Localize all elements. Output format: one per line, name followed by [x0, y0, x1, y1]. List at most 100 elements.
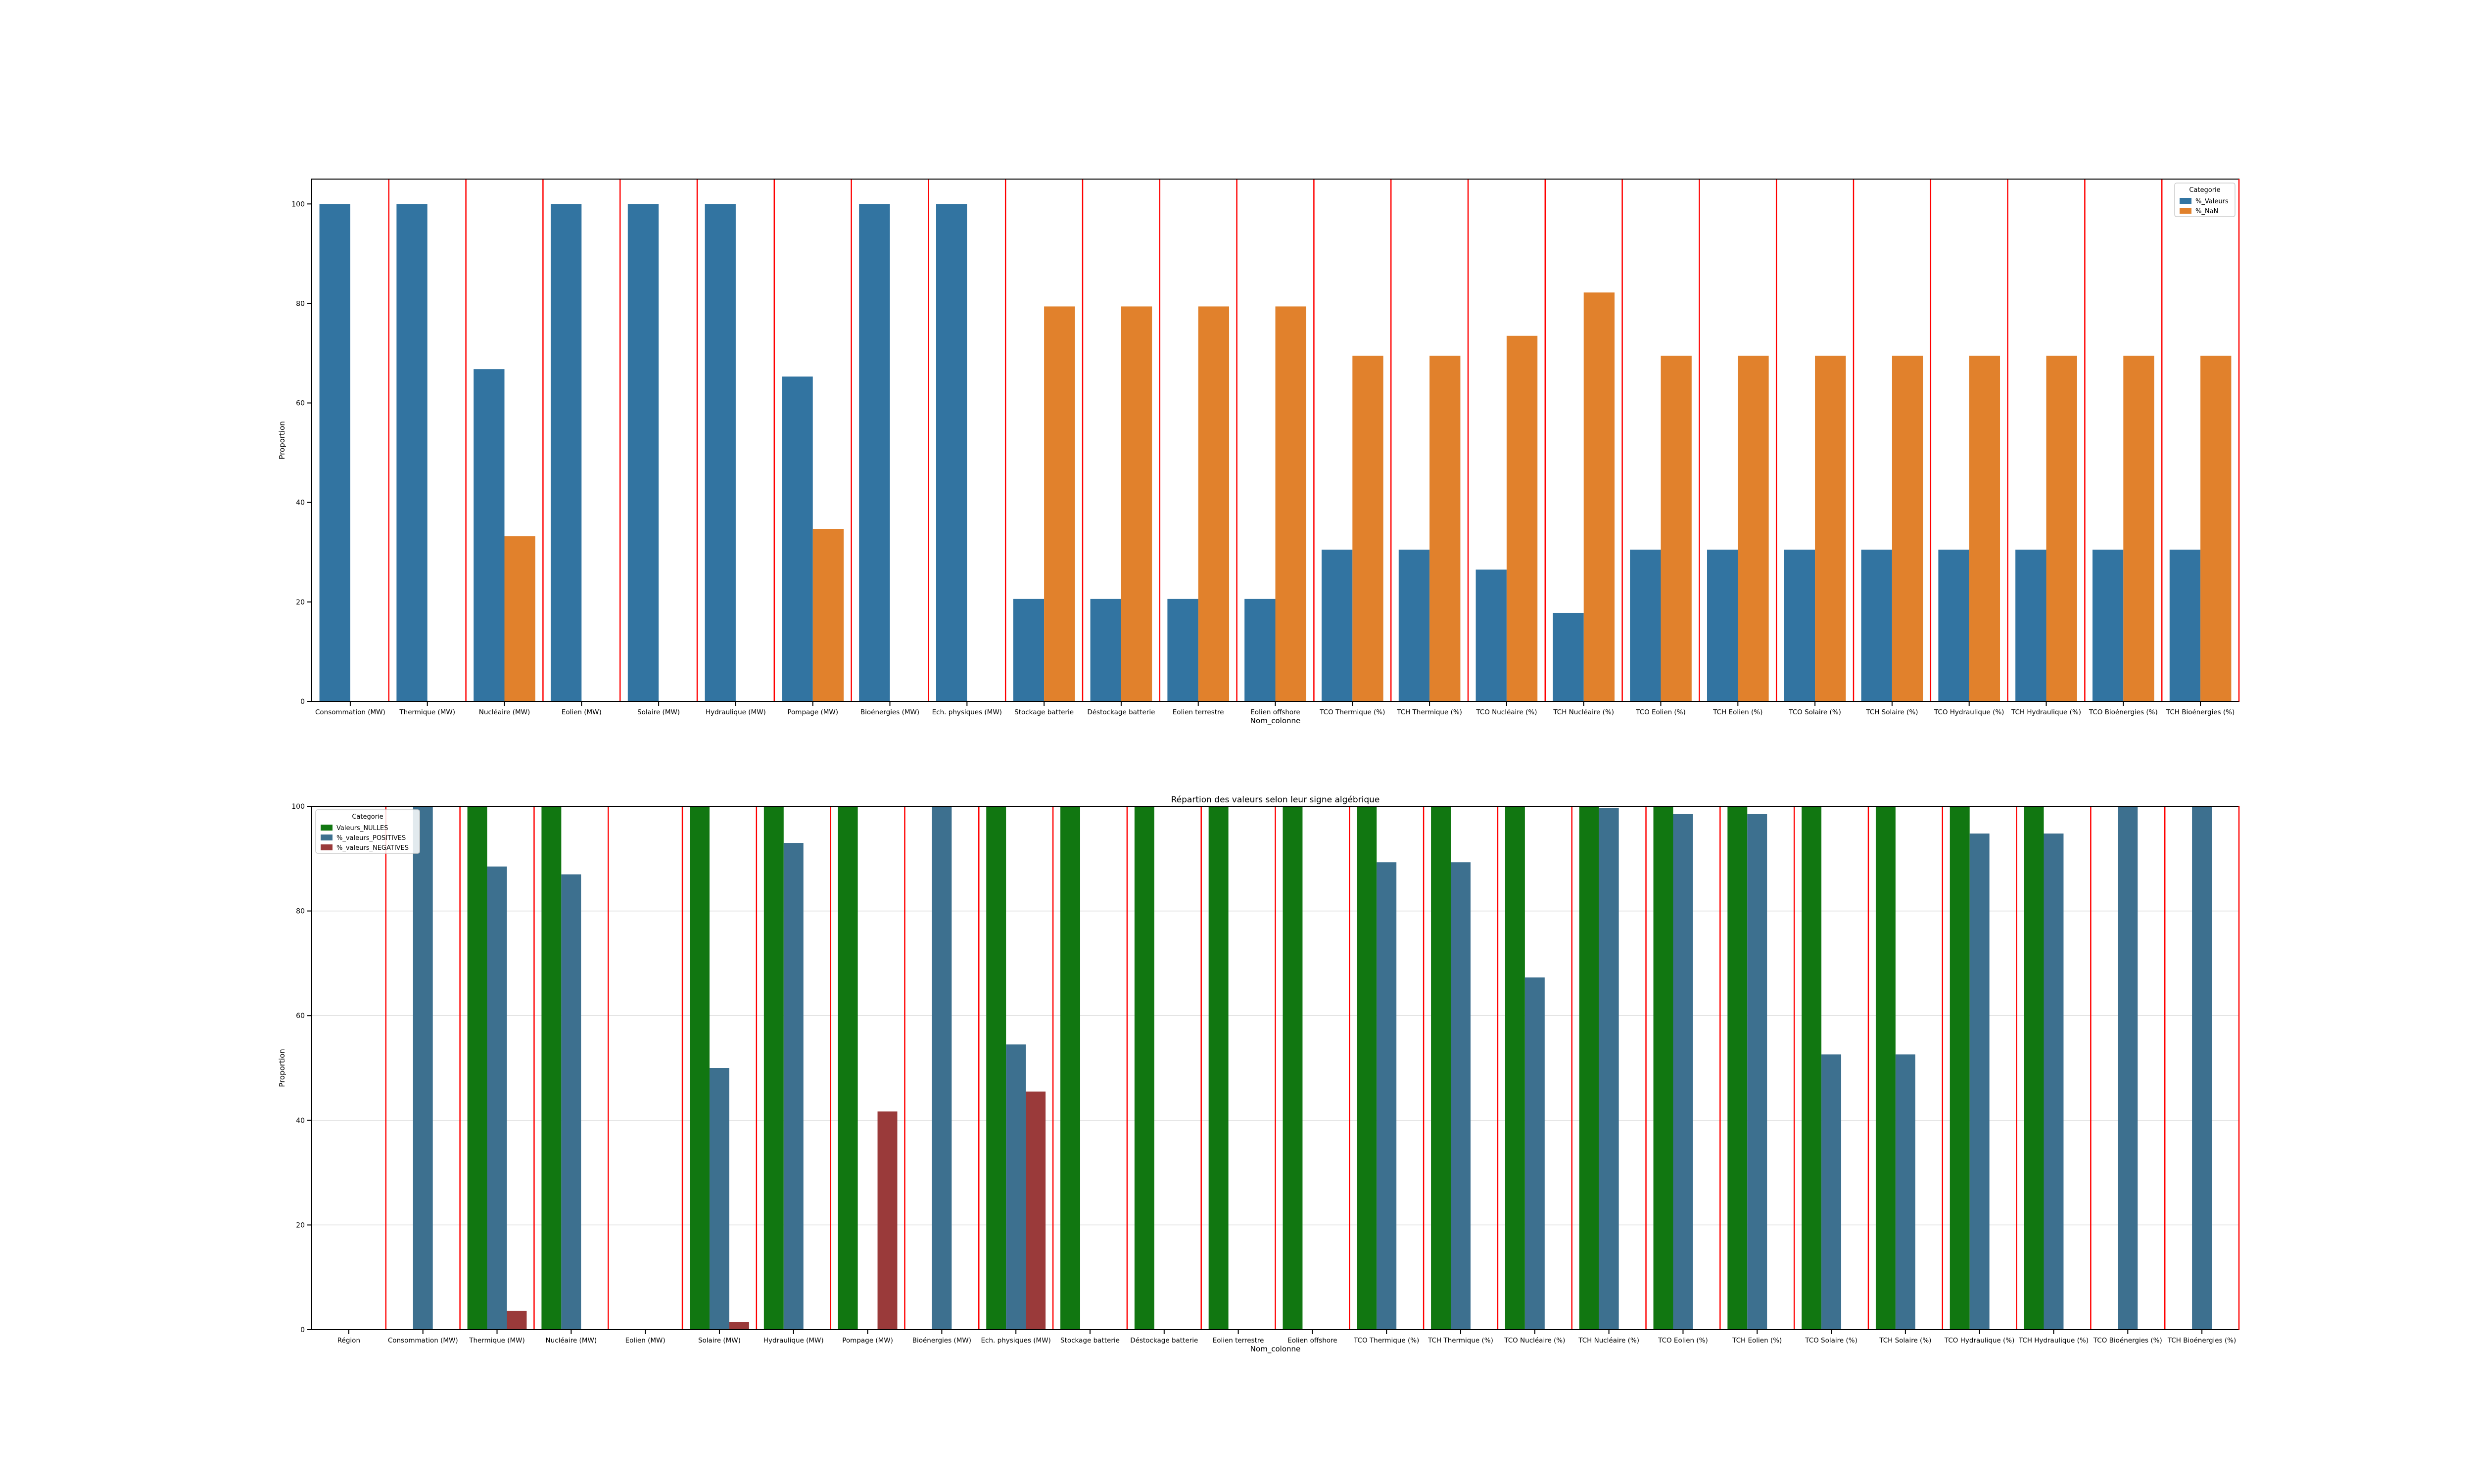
bar-valeurs-positives	[2192, 806, 2212, 1330]
x-tick-label: Solaire (MW)	[637, 708, 680, 716]
x-tick-label: Région	[337, 1337, 360, 1345]
x-tick-label: TCO Nucléaire (%)	[1504, 1337, 1565, 1345]
x-tick-label: TCH Nucléaire (%)	[1553, 708, 1614, 716]
y-tick-label: 40	[296, 499, 305, 507]
x-tick-label: TCH Hydraulique (%)	[2011, 708, 2081, 716]
bar-valeurs-positives	[1377, 862, 1397, 1330]
bar-nan	[1352, 356, 1383, 701]
x-tick-label: Eolien offshore	[1250, 708, 1300, 716]
x-tick-label: Bioénergies (MW)	[912, 1337, 971, 1345]
y-tick-label: 40	[296, 1117, 305, 1125]
bar-nan	[1815, 356, 1846, 701]
legend-label: %_valeurs_POSITIVES	[336, 835, 406, 842]
bar-valeurs	[1475, 569, 1507, 701]
bar-valeurs-positives	[932, 806, 952, 1330]
bar-valeurs-nulles	[1802, 806, 1822, 1330]
bar-valeurs	[2015, 550, 2046, 701]
y-tick-label: 100	[291, 200, 305, 208]
y-tick-label: 100	[291, 803, 305, 811]
bar-valeurs-negatives	[507, 1310, 527, 1330]
x-tick-label: TCH Bioénergies (%)	[2167, 1337, 2236, 1345]
bar-valeurs-positives	[1673, 814, 1693, 1330]
x-tick-label: Eolien (MW)	[562, 708, 602, 716]
bar-valeurs-positives	[2118, 806, 2138, 1330]
bar-valeurs	[550, 204, 582, 701]
bar-valeurs-positives	[709, 1068, 729, 1330]
x-tick-label: TCO Hydraulique (%)	[1944, 1337, 2014, 1345]
bar-nan	[1275, 306, 1306, 701]
bar-valeurs-nulles	[1431, 806, 1451, 1330]
bar-valeurs-nulles	[1283, 806, 1303, 1330]
bar-valeurs-positives	[1747, 814, 1767, 1330]
x-tick-label: Pompage (MW)	[842, 1337, 893, 1345]
bar-valeurs	[936, 204, 967, 701]
bar-valeurs	[319, 204, 350, 701]
legend-swatch	[321, 825, 333, 831]
bar-nan	[1198, 306, 1230, 701]
x-tick-label: Pompage (MW)	[787, 708, 838, 716]
bar-valeurs-positives	[561, 874, 581, 1330]
bar-nan	[1121, 306, 1152, 701]
bar-valeurs-nulles	[838, 806, 858, 1330]
y-tick-label: 0	[300, 698, 305, 706]
bar-valeurs	[1861, 550, 1892, 701]
x-tick-label: Eolien (MW)	[625, 1337, 666, 1345]
bar-nan	[1044, 306, 1075, 701]
y-tick-label: 80	[296, 908, 305, 916]
bar-valeurs-nulles	[763, 806, 784, 1330]
x-tick-label: Nucléaire (MW)	[546, 1337, 597, 1345]
x-tick-label: TCH Eolien (%)	[1732, 1337, 1782, 1345]
bar-nan	[812, 529, 844, 701]
legend-swatch	[2180, 198, 2191, 204]
bar-valeurs-positives	[487, 866, 507, 1330]
bar-valeurs-positives	[413, 806, 433, 1330]
legend-swatch	[2180, 208, 2191, 214]
bar-nan	[1969, 356, 2000, 701]
bar-valeurs-nulles	[690, 806, 710, 1330]
x-tick-label: TCO Bioénergies (%)	[2089, 708, 2158, 716]
x-tick-label: TCH Solaire (%)	[1865, 708, 1918, 716]
bar-nan	[1661, 356, 1692, 701]
bar-valeurs	[1167, 599, 1198, 701]
bar-valeurs-positives	[1006, 1044, 1026, 1330]
x-tick-label: Nucléaire (MW)	[479, 708, 530, 716]
x-axis-label: Nom_colonne	[1250, 1345, 1301, 1354]
y-axis-label: Proportion	[278, 1049, 286, 1087]
legend-swatch	[321, 835, 333, 840]
bar-valeurs-nulles	[1134, 806, 1154, 1330]
legend-label: %_Valeurs	[2195, 198, 2229, 205]
legend-title: Categorie	[352, 813, 383, 821]
x-tick-label: TCO Solaire (%)	[1788, 708, 1841, 716]
x-tick-label: Stockage batterie	[1014, 708, 1074, 716]
x-tick-label: Hydraulique (MW)	[706, 708, 766, 716]
bar-valeurs-positives	[2044, 834, 2064, 1330]
bar-valeurs-positives	[783, 843, 804, 1330]
x-tick-label: Hydraulique (MW)	[763, 1337, 824, 1345]
bar-valeurs	[1707, 550, 1738, 701]
x-tick-label: Déstockage batterie	[1130, 1337, 1198, 1345]
x-tick-label: Ech. physiques (MW)	[981, 1337, 1051, 1345]
bar-valeurs-nulles	[1653, 806, 1673, 1330]
x-tick-label: TCO Eolien (%)	[1658, 1337, 1708, 1345]
y-tick-label: 60	[296, 1012, 305, 1020]
x-axis-label: Nom_colonne	[1250, 716, 1301, 726]
bar-valeurs-nulles	[2024, 806, 2044, 1330]
bar-valeurs	[474, 369, 505, 701]
bar-valeurs-nulles	[541, 806, 562, 1330]
x-tick-label: TCO Thermique (%)	[1353, 1337, 1419, 1345]
bar-nan	[1429, 356, 1461, 701]
bar-valeurs	[2169, 550, 2201, 701]
bar-nan	[2200, 356, 2232, 701]
x-tick-label: TCH Thermique (%)	[1427, 1337, 1493, 1345]
chart-sign-distribution: 0 20 40 60 80 100 Région Consommation (MW) Therm…	[278, 795, 2240, 1354]
y-tick-label: 80	[296, 300, 305, 308]
bar-valeurs-nulles	[986, 806, 1006, 1330]
bar-valeurs	[1630, 550, 1661, 701]
x-tick-label: TCO Solaire (%)	[1805, 1337, 1857, 1345]
bar-valeurs-negatives	[877, 1111, 898, 1330]
legend-box	[315, 809, 420, 854]
bar-valeurs-nulles	[1505, 806, 1525, 1330]
x-tick-label: Déstockage batterie	[1087, 708, 1155, 716]
x-tick-label: TCO Nucléaire (%)	[1475, 708, 1537, 716]
